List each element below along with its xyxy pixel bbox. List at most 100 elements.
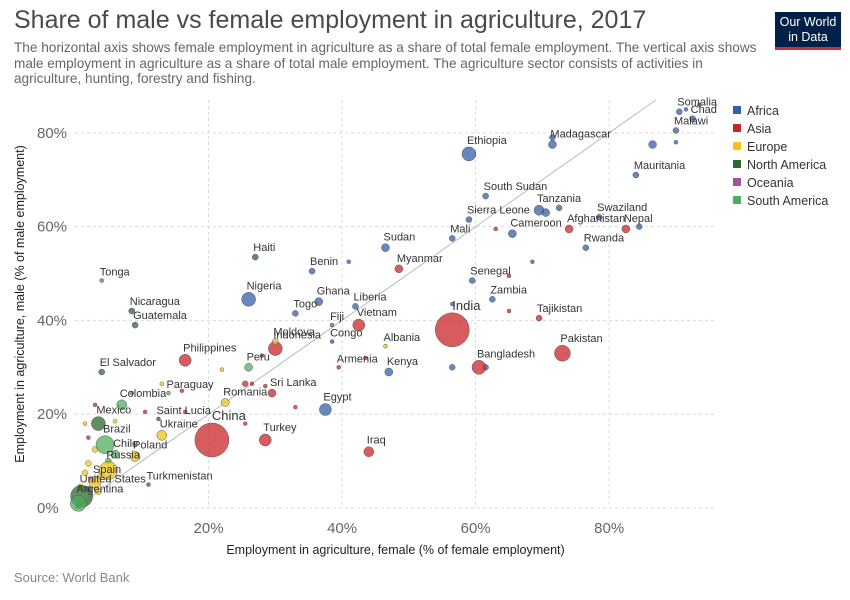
data-point [621, 224, 631, 234]
data-point [450, 301, 455, 307]
point-label: Cameroon [510, 218, 561, 230]
data-point [697, 102, 702, 107]
point-label: Tanzania [537, 193, 582, 205]
point-label: Chile [113, 438, 138, 450]
point-label: Madagascar [550, 129, 611, 141]
point-label: Paraguay [166, 379, 214, 391]
chart-subtitle: The horizontal axis shows female employm… [14, 40, 757, 86]
data-point [363, 446, 375, 457]
data-point [70, 495, 87, 512]
y-tick-label: 40% [37, 312, 67, 329]
data-point [363, 355, 368, 361]
point-label: Nicaragua [130, 296, 181, 308]
legend-label: North America [747, 158, 826, 172]
data-point [81, 469, 89, 477]
point-label: United States [80, 473, 147, 485]
data-point [128, 307, 136, 315]
point-label: Nigeria [247, 280, 283, 292]
legend-label: Asia [747, 122, 771, 136]
point-label: Somalia [677, 97, 718, 109]
point-label: Senegal [470, 266, 510, 278]
point-label: Kenya [387, 356, 419, 368]
data-point [329, 322, 335, 328]
data-point [112, 419, 118, 424]
point-label: Swaziland [597, 202, 647, 214]
point-label: Afghanistan [567, 213, 625, 225]
data-point [689, 115, 696, 123]
legend-swatch [733, 124, 741, 132]
point-label: Poland [133, 439, 167, 451]
data-point [98, 368, 105, 376]
point-label: Nepal [624, 213, 653, 225]
chart-title: Share of male vs female employment in ag… [14, 6, 647, 34]
data-point [263, 383, 268, 389]
data-point [506, 273, 512, 279]
point-label: Turkmenistan [146, 471, 212, 483]
data-point [95, 435, 115, 454]
data-point [535, 314, 543, 322]
point-label: Ukraine [160, 418, 198, 430]
point-label: South Sudan [484, 181, 548, 193]
point-label: Malawi [674, 115, 708, 127]
point-label: Moldova [273, 327, 315, 339]
data-point [352, 318, 366, 332]
data-point [142, 409, 148, 415]
data-point [683, 107, 689, 112]
point-label: Armenia [337, 353, 379, 365]
point-label: Rwanda [584, 233, 625, 245]
data-point [249, 381, 255, 386]
data-point [219, 367, 225, 372]
data-point [129, 451, 141, 462]
data-point [530, 259, 535, 264]
data-point [116, 399, 127, 411]
point-label: Russia [106, 449, 141, 461]
point-label: Mexico [96, 405, 131, 417]
point-label: Spain [93, 464, 121, 476]
point-label: Mauritania [634, 160, 686, 172]
data-point [259, 433, 272, 447]
point-label: Peru [247, 351, 270, 363]
legend-swatch [733, 196, 741, 204]
point-label: Argentina [76, 483, 124, 495]
data-point [88, 475, 102, 489]
point-label: Haiti [253, 242, 275, 254]
legend-label: Africa [747, 104, 779, 118]
source-note[interactable]: Source: World Bank [14, 570, 130, 585]
data-point [554, 344, 571, 362]
data-point [582, 244, 590, 251]
point-label: China [212, 408, 247, 423]
data-point [381, 243, 390, 252]
point-label: India [452, 298, 481, 313]
data-point [672, 127, 680, 134]
legend-label: Europe [747, 140, 787, 154]
legend-swatch [733, 178, 741, 186]
x-axis-label: Employment in agriculture, female (% of … [226, 543, 564, 557]
data-point [110, 449, 120, 459]
legend-swatch [733, 142, 741, 150]
point-label: Benin [310, 256, 338, 268]
data-point [166, 390, 171, 396]
data-point [533, 204, 545, 216]
data-point [95, 488, 102, 495]
data-point [555, 204, 563, 212]
point-label: Philippines [183, 342, 237, 354]
point-label: Ethiopia [467, 135, 508, 147]
data-point [336, 365, 341, 370]
data-point [384, 367, 394, 377]
point-label: Ghana [317, 286, 351, 298]
point-label: Mali [450, 223, 470, 235]
data-point [329, 339, 335, 344]
data-point [182, 409, 188, 415]
data-point [482, 192, 489, 200]
point-label: Iraq [367, 435, 386, 447]
data-point [293, 404, 298, 410]
owid-logo[interactable]: Our World in Data [775, 12, 841, 50]
data-point [314, 297, 323, 306]
data-point [92, 402, 98, 408]
logo-line-2: in Data [788, 30, 828, 44]
x-tick-label: 80% [594, 520, 624, 537]
data-point [179, 388, 185, 393]
data-point [156, 416, 161, 422]
point-label: Tonga [100, 267, 131, 279]
